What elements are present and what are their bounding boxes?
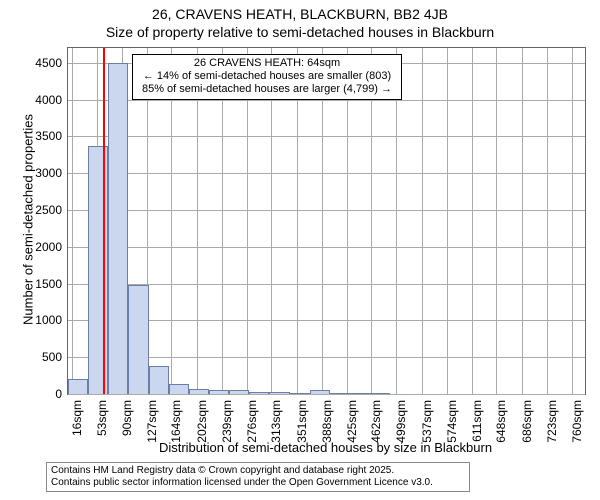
gridline-x: [72, 48, 73, 394]
figure: 26, CRAVENS HEATH, BLACKBURN, BB2 4JB Si…: [0, 0, 600, 500]
callout-box: 26 CRAVENS HEATH: 64sqm← 14% of semi-det…: [132, 54, 402, 100]
gridline-y: [68, 394, 585, 395]
gridline-x: [171, 48, 172, 394]
y-tick-label: 1500: [35, 277, 68, 291]
x-tick-label: 313sqm: [269, 400, 283, 443]
x-tick-label: 202sqm: [195, 400, 209, 443]
gridline-y: [68, 210, 585, 211]
x-tick-label: 574sqm: [445, 400, 459, 443]
y-tick-label: 1000: [35, 313, 68, 327]
histogram-bar: [269, 392, 289, 394]
gridline-y: [68, 136, 585, 137]
y-tick-label: 500: [42, 350, 68, 364]
y-tick-label: 4000: [35, 93, 68, 107]
x-tick-label: 276sqm: [245, 400, 259, 443]
x-tick-label: 611sqm: [470, 400, 484, 442]
histogram-bar: [370, 393, 390, 394]
gridline-x: [522, 48, 523, 394]
x-tick-label: 164sqm: [169, 400, 183, 443]
gridline-x: [197, 48, 198, 394]
x-tick-label: 425sqm: [345, 400, 359, 443]
callout-line-3: 85% of semi-detached houses are larger (…: [137, 83, 397, 96]
plot-area: 05001000150020002500300035004000450016sq…: [67, 47, 586, 395]
title-line-2: Size of property relative to semi-detach…: [0, 24, 600, 40]
histogram-bar: [128, 285, 148, 394]
gridline-x: [271, 48, 272, 394]
gridline-y: [68, 247, 585, 248]
footer-line-1: Contains HM Land Registry data © Crown c…: [51, 465, 465, 477]
histogram-bar: [68, 379, 88, 394]
x-tick-label: 388sqm: [320, 400, 334, 443]
footer-attribution: Contains HM Land Registry data © Crown c…: [46, 462, 470, 492]
gridline-y: [68, 100, 585, 101]
x-tick-label: 760sqm: [570, 400, 584, 443]
y-tick-label: 3000: [35, 166, 68, 180]
x-tick-label: 127sqm: [145, 400, 159, 443]
callout-line-2: ← 14% of semi-detached houses are smalle…: [137, 70, 397, 83]
gridline-x: [396, 48, 397, 394]
x-tick-label: 239sqm: [220, 400, 234, 443]
x-tick-label: 723sqm: [545, 400, 559, 443]
histogram-bar: [189, 389, 209, 394]
histogram-bar: [290, 393, 310, 394]
gridline-y: [68, 173, 585, 174]
y-tick-label: 0: [55, 387, 68, 401]
footer-line-2: Contains public sector information licen…: [51, 477, 465, 489]
callout-line-1: 26 CRAVENS HEATH: 64sqm: [137, 57, 397, 70]
x-tick-label: 537sqm: [420, 400, 434, 443]
x-tick-label: 499sqm: [394, 400, 408, 443]
histogram-bar: [310, 390, 330, 394]
gridline-x: [547, 48, 548, 394]
y-axis-label: Number of semi-detached properties: [21, 100, 36, 340]
y-tick-label: 4500: [35, 56, 68, 70]
title-line-1: 26, CRAVENS HEATH, BLACKBURN, BB2 4JB: [0, 6, 600, 22]
x-tick-label: 648sqm: [494, 400, 508, 443]
y-tick-label: 2500: [35, 203, 68, 217]
histogram-bar: [330, 393, 350, 394]
gridline-x: [247, 48, 248, 394]
gridline-x: [347, 48, 348, 394]
x-tick-label: 53sqm: [95, 400, 109, 436]
gridline-x: [496, 48, 497, 394]
x-tick-label: 16sqm: [70, 400, 84, 436]
histogram-bar: [88, 146, 108, 394]
histogram-bar: [209, 390, 229, 394]
gridline-x: [472, 48, 473, 394]
histogram-bar: [108, 63, 128, 394]
histogram-bar: [249, 392, 269, 394]
y-tick-label: 2000: [35, 240, 68, 254]
subject-marker-line: [103, 48, 105, 394]
gridline-x: [297, 48, 298, 394]
histogram-bar: [350, 393, 370, 394]
x-tick-label: 686sqm: [520, 400, 534, 443]
gridline-x: [322, 48, 323, 394]
gridline-x: [572, 48, 573, 394]
gridline-x: [222, 48, 223, 394]
gridline-x: [371, 48, 372, 394]
histogram-bar: [169, 384, 189, 394]
histogram-bar: [229, 390, 249, 394]
x-tick-label: 351sqm: [295, 400, 309, 443]
gridline-x: [422, 48, 423, 394]
gridline-x: [447, 48, 448, 394]
histogram-bar: [149, 366, 169, 394]
x-tick-label: 90sqm: [120, 400, 134, 436]
x-axis-label: Distribution of semi-detached houses by …: [67, 440, 584, 455]
x-tick-label: 462sqm: [369, 400, 383, 443]
y-tick-label: 3500: [35, 129, 68, 143]
